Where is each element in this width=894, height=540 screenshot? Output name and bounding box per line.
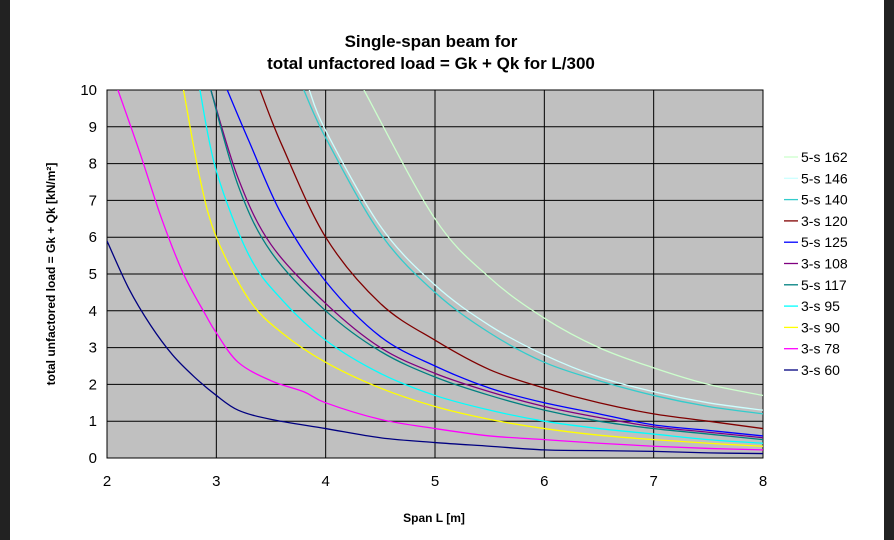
y-tick-label-6: 6 — [89, 229, 97, 246]
series-line-1 — [308, 90, 763, 411]
series-line-5 — [210, 90, 763, 439]
series-line-0 — [363, 90, 763, 397]
series-line-3 — [259, 90, 763, 430]
y-tick-label-4: 4 — [89, 303, 97, 320]
y-tick-label-10: 10 — [80, 82, 97, 99]
plot-border — [106, 89, 764, 459]
y-tick-label-7: 7 — [89, 192, 97, 209]
x-tick-label-7: 7 — [649, 473, 657, 490]
y-tick-label-3: 3 — [89, 340, 97, 357]
y-tick-label-2: 2 — [89, 376, 97, 393]
x-tick-label-2: 2 — [103, 473, 111, 490]
legend-label-5: 3-s 108 — [801, 256, 848, 272]
series-line-10 — [107, 240, 763, 455]
legend-label-3: 3-s 120 — [801, 213, 848, 229]
grid-lines — [106, 89, 764, 459]
series-line-7 — [199, 90, 763, 444]
series-lines — [107, 90, 763, 455]
x-tick-label-3: 3 — [212, 473, 220, 490]
chart-title-line-1: Single-span beam for — [345, 32, 518, 51]
x-tick-label-8: 8 — [759, 473, 767, 490]
legend-label-10: 3-s 60 — [801, 362, 840, 378]
chart-frame: Single-span beam for total unfactored lo… — [10, 0, 884, 540]
tick-labels: 2 3 4 5 6 7 8 0 1 2 3 4 5 6 7 8 9 10 — [80, 82, 767, 490]
y-tick-label-1: 1 — [89, 413, 97, 430]
x-axis-label: Span L [m] — [403, 511, 465, 525]
x-tick-label-4: 4 — [321, 473, 329, 490]
x-tick-label-6: 6 — [540, 473, 548, 490]
legend-label-9: 3-s 78 — [801, 341, 840, 357]
series-line-2 — [303, 90, 763, 415]
legend-label-2: 5-s 140 — [801, 192, 848, 208]
legend: 5-s 162 5-s 146 5-s 140 3-s 120 5-s 125 3-s 1… — [784, 149, 848, 378]
legend-label-6: 5-s 117 — [801, 277, 847, 293]
legend-label-0: 5-s 162 — [801, 149, 848, 165]
series-line-6 — [210, 90, 763, 441]
x-tick-label-5: 5 — [431, 473, 439, 490]
y-axis-label: total unfactored load = Gk + Qk [kN/m²] — [44, 163, 58, 386]
y-tick-label-8: 8 — [89, 156, 97, 173]
y-tick-label-9: 9 — [89, 119, 97, 136]
y-tick-label-0: 0 — [89, 450, 97, 467]
legend-label-1: 5-s 146 — [801, 170, 848, 186]
series-line-8 — [182, 90, 763, 447]
y-tick-label-5: 5 — [89, 266, 97, 283]
legend-label-7: 3-s 95 — [801, 298, 840, 314]
chart-svg: Single-span beam for total unfactored lo… — [44, 32, 848, 525]
series-line-9 — [117, 90, 763, 451]
series-line-4 — [226, 90, 763, 437]
legend-label-8: 3-s 90 — [801, 319, 840, 335]
legend-label-4: 5-s 125 — [801, 234, 848, 250]
chart-title-line-2: total unfactored load = Gk + Qk for L/30… — [267, 54, 595, 73]
